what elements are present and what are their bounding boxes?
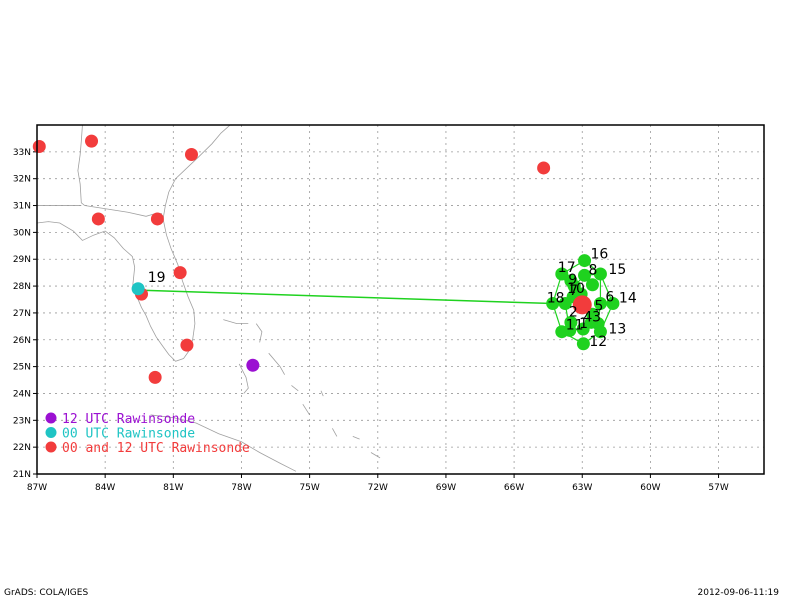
x-tick-label: 75W: [299, 483, 319, 493]
raob-00-12-station: [85, 134, 99, 148]
dropsonde-point-6: [593, 297, 607, 311]
dropsonde-label-1: 1: [579, 316, 588, 332]
island-outline: [320, 390, 324, 397]
legend-marker: [45, 427, 57, 438]
dropsonde-label-5: 5: [594, 298, 603, 314]
island-outline: [150, 414, 297, 472]
raob-00-12-station: [184, 148, 198, 162]
station-layer: [32, 134, 620, 384]
y-tick-label: 22N: [13, 443, 31, 453]
dropsonde-label-8: 8: [589, 262, 598, 278]
x-tick-label: 78W: [231, 483, 251, 493]
track-layer: [138, 259, 614, 345]
island-outline: [238, 363, 249, 394]
legend-label: 12 UTC Rawinsonde: [62, 412, 195, 427]
y-tick-label: 31N: [13, 202, 31, 212]
raob-00-12-station: [91, 212, 105, 226]
dropsonde-point-14: [606, 297, 620, 311]
dropsonde-label-7: 7: [569, 283, 578, 299]
y-tick-label: 21N: [13, 470, 31, 480]
dropsonde-label-12: 12: [589, 334, 607, 350]
x-tick-label: 63W: [572, 483, 592, 493]
island-outline: [370, 452, 381, 459]
island-outline: [331, 428, 338, 437]
dropsonde-point-22: [585, 278, 599, 292]
y-tick-label: 29N: [13, 255, 31, 265]
dropsonde-label-17: 17: [558, 260, 576, 276]
dropsonde-point-20: [558, 297, 572, 311]
x-tick-label: 84W: [95, 483, 115, 493]
dropsonde-point-17: [555, 267, 569, 281]
legend-marker: [45, 441, 57, 453]
coastline: [77, 124, 162, 217]
flight-track-line: [138, 289, 553, 305]
island-outline: [223, 319, 249, 325]
storm-center-marker: [572, 295, 592, 315]
dropsonde-label-6: 6: [605, 290, 614, 306]
dropsonde-label-18: 18: [547, 291, 565, 307]
y-tick-label: 27N: [13, 309, 31, 319]
raob-00-12-station: [148, 370, 162, 384]
dropsonde-point-13: [593, 325, 607, 339]
dropsonde-point-21: [555, 325, 569, 339]
raob-00-station: [131, 282, 145, 296]
raob-00-12-station: [173, 266, 187, 280]
dropsonde-label-11: 11: [566, 317, 584, 333]
coastline-layer: [36, 124, 381, 472]
raob-00-12-station: [180, 338, 194, 352]
legend-label: 00 UTC Rawinsonde: [62, 427, 195, 442]
coastline: [36, 124, 231, 362]
legend-label: 00 and 12 UTC Rawinsonde: [62, 441, 250, 456]
dropsonde-point-12: [576, 337, 590, 351]
dropsonde-label-4: 4: [583, 309, 592, 325]
dropsonde-label-3: 3: [592, 310, 601, 326]
dropsonde-label-2: 2: [569, 304, 578, 320]
x-tick-label: 60W: [640, 483, 660, 493]
axis-tick-labels: 87W 84W 81W 78W 75W 72W 69W 66W 63W 60W 57W 21N 22N 2…: [13, 148, 729, 493]
track-label-19: 19: [148, 270, 166, 286]
island-outline: [255, 323, 263, 343]
island-outline: [268, 352, 285, 375]
footer-timestamp: 2012-09-06-11:19: [697, 588, 780, 598]
y-tick-label: 28N: [13, 282, 31, 292]
dropsonde-point-8: [578, 268, 592, 282]
dropsonde-label-16: 16: [591, 247, 609, 263]
dropsonde-label-13: 13: [608, 322, 626, 338]
footer-credit: GrADS: COLA/IGES: [4, 588, 89, 598]
dropsonde-point-15: [593, 267, 607, 281]
dropsonde-point-23: [564, 274, 578, 288]
legend-marker: [45, 412, 57, 424]
x-tick-label: 72W: [368, 483, 388, 493]
y-tick-label: 30N: [13, 228, 31, 238]
x-tick-label: 66W: [504, 483, 524, 493]
y-tick-label: 26N: [13, 336, 31, 346]
raob-00-12-station: [32, 139, 46, 153]
dropsonde-label-14: 14: [619, 291, 637, 307]
x-tick-label: 81W: [163, 483, 183, 493]
island-outline: [302, 403, 310, 416]
dropsonde-point-16: [578, 254, 592, 268]
island-outline: [291, 385, 299, 392]
y-tick-label: 25N: [13, 363, 31, 373]
x-tick-label: 57W: [708, 483, 728, 493]
y-tick-label: 32N: [13, 175, 31, 185]
dropsonde-label-15: 15: [608, 262, 626, 278]
raob-12-station: [246, 358, 260, 372]
y-tick-label: 24N: [13, 389, 31, 399]
dropsonde-label-10: 10: [567, 281, 585, 297]
dropsonde-point-18: [546, 297, 560, 311]
raob-00-12-station: [537, 161, 551, 175]
island-outline: [352, 436, 360, 440]
x-tick-label: 87W: [27, 483, 47, 493]
y-tick-label: 33N: [13, 148, 31, 158]
raob-00-12-station: [150, 212, 164, 226]
y-tick-label: 23N: [13, 416, 31, 426]
dropsonde-label-9: 9: [568, 272, 577, 288]
map-frame: [36, 124, 765, 475]
x-tick-label: 69W: [436, 483, 456, 493]
